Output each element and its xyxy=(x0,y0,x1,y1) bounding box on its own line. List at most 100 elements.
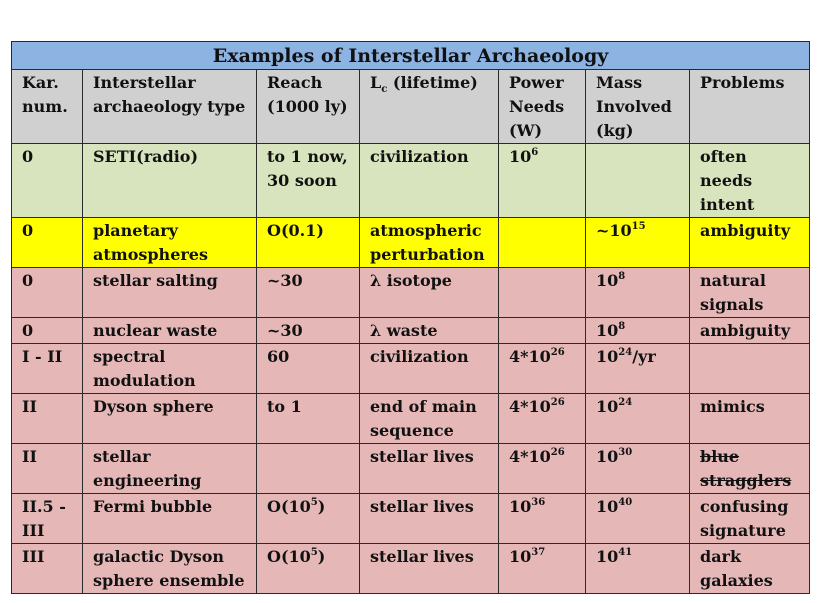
cell-lifetime: end of main sequence xyxy=(359,393,499,444)
header-type: Interstellar archaeology type xyxy=(82,69,257,144)
reach-close: ) xyxy=(317,547,326,566)
cell-reach: O(105) xyxy=(256,543,360,594)
cell-lifetime: stellar lives xyxy=(359,443,499,494)
cell-problems: dark galaxies xyxy=(688,543,811,594)
cell-lifetime: atmospheric perturbation xyxy=(359,217,499,268)
table-row: II.5 - III Fermi bubble O(105) stellar live… xyxy=(11,493,811,544)
table-row: II Dyson sphere to 1 end of main sequence 4*… xyxy=(11,393,811,444)
cell-reach: to 1 now, 30 soon xyxy=(256,143,360,218)
cell-mass: 1041 xyxy=(585,543,690,594)
cell-power: 106 xyxy=(498,143,586,218)
table-row: 0 SETI(radio) to 1 now, 30 soon civilizatio… xyxy=(11,143,811,218)
header-lc-sub: c xyxy=(381,84,388,96)
cell-kar: 0 xyxy=(11,217,83,268)
cell-lifetime: stellar lives xyxy=(359,543,499,594)
cell-mass: 1024/yr xyxy=(585,343,690,394)
mass-base: 10 xyxy=(596,497,619,516)
header-reach: Reach (1000 ly) xyxy=(256,69,360,144)
cell-mass: 1030 xyxy=(585,443,690,494)
cell-kar: II xyxy=(11,443,83,494)
cell-lifetime: civilization xyxy=(359,343,499,394)
mass-base: 10 xyxy=(596,321,619,340)
cell-kar: 0 xyxy=(11,267,83,318)
title-row: Examples of Interstellar Archaeology xyxy=(10,41,811,70)
cell-power xyxy=(498,317,586,344)
cell-reach: ~30 xyxy=(256,267,360,318)
cell-type: stellar salting xyxy=(82,267,257,318)
mass-base: 10 xyxy=(596,271,619,290)
cell-reach: to 1 xyxy=(256,393,360,444)
table-row: II stellar engineering stellar lives 4*1026… xyxy=(11,443,811,494)
cell-lifetime: civilization xyxy=(359,143,499,218)
header-problems: Problems xyxy=(688,69,811,144)
table-row: 0 planetary atmospheres O(0.1) atmospheric … xyxy=(11,217,811,268)
header-mass: Mass Involved (kg) xyxy=(585,69,690,144)
archaeology-table: Examples of Interstellar Archaeology Kar… xyxy=(10,41,811,594)
reach-base: O(10 xyxy=(267,497,311,516)
cell-reach: O(105) xyxy=(256,493,360,544)
reach-close: ) xyxy=(317,497,326,516)
mass-exponent: 8 xyxy=(618,321,626,332)
cell-type: spectral modulation xyxy=(82,343,257,394)
cell-mass xyxy=(585,143,690,218)
cell-lifetime: λ waste xyxy=(359,317,499,344)
power-base: 10 xyxy=(509,147,532,166)
cell-mass: 108 xyxy=(585,267,690,318)
cell-type: stellar engineering xyxy=(82,443,257,494)
cell-reach: 60 xyxy=(256,343,360,394)
power-base: 4*10 xyxy=(509,447,551,466)
cell-power: 4*1026 xyxy=(498,393,586,444)
mass-base: 10 xyxy=(609,221,632,240)
mass-base: 10 xyxy=(596,397,619,416)
cell-kar: 0 xyxy=(11,143,83,218)
cell-kar: III xyxy=(11,543,83,594)
cell-type: nuclear waste xyxy=(82,317,257,344)
mass-exponent: 41 xyxy=(618,547,633,558)
cell-power: 1036 xyxy=(498,493,586,544)
power-base: 10 xyxy=(509,547,532,566)
header-lc-rest: (lifetime) xyxy=(387,73,478,92)
mass-exponent: 30 xyxy=(618,447,633,458)
table-title: Examples of Interstellar Archaeology xyxy=(10,41,811,70)
table-row: III galactic Dyson sphere ensemble O(105) s… xyxy=(11,543,811,594)
cell-reach: O(0.1) xyxy=(256,217,360,268)
header-row: Kar. num. Interstellar archaeology type … xyxy=(11,69,811,144)
cell-lifetime: stellar lives xyxy=(359,493,499,544)
power-exponent: 26 xyxy=(550,347,565,358)
cell-lifetime: λ isotope xyxy=(359,267,499,318)
power-exponent: 26 xyxy=(550,447,565,458)
power-base: 10 xyxy=(509,497,532,516)
header-kar: Kar. num. xyxy=(11,69,83,144)
power-exponent: 37 xyxy=(531,547,546,558)
cell-problems: confusing signature xyxy=(688,493,811,544)
cell-reach xyxy=(256,443,360,494)
cell-power: 4*1026 xyxy=(498,343,586,394)
cell-mass: 108 xyxy=(585,317,690,344)
cell-kar: II xyxy=(11,393,83,444)
mass-exponent: 15 xyxy=(631,221,646,232)
cell-type: galactic Dyson sphere ensemble xyxy=(82,543,257,594)
cell-problems: ambiguity xyxy=(688,317,811,344)
mass-base: 10 xyxy=(596,547,619,566)
cell-type: SETI(radio) xyxy=(82,143,257,218)
cell-power xyxy=(498,217,586,268)
cell-problems: mimics xyxy=(688,393,811,444)
cell-problems: ambiguity xyxy=(688,217,811,268)
table-body: 0 SETI(radio) to 1 now, 30 soon civilizatio… xyxy=(11,143,811,594)
cell-mass: 1040 xyxy=(585,493,690,544)
header-power: Power Needs (W) xyxy=(498,69,586,144)
power-exponent: 26 xyxy=(550,397,565,408)
power-exponent: 36 xyxy=(531,497,546,508)
mass-exponent: 8 xyxy=(618,271,626,282)
archaeology-table-wrapper: Examples of Interstellar Archaeology Kar… xyxy=(10,41,811,594)
mass-prefix: ~ xyxy=(596,221,610,240)
cell-type: planetary atmospheres xyxy=(82,217,257,268)
cell-mass: 1024 xyxy=(585,393,690,444)
mass-base: 10 xyxy=(596,447,619,466)
reach-exponent: 5 xyxy=(310,497,318,508)
power-base: 4*10 xyxy=(509,397,551,416)
mass-exponent: 40 xyxy=(618,497,633,508)
table-row: I - II spectral modulation 60 civilization 4… xyxy=(11,343,811,394)
cell-kar: II.5 - III xyxy=(11,493,83,544)
cell-problems: often needs intent xyxy=(688,143,811,218)
